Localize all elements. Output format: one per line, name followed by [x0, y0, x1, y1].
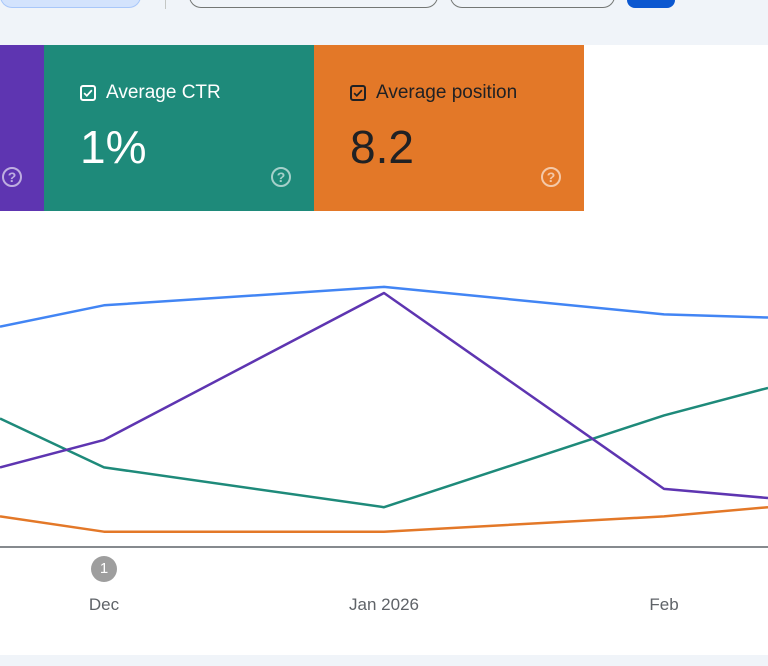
series-line-3: [0, 505, 768, 533]
series-line-2: [0, 386, 768, 509]
metric-label: Average position: [376, 82, 518, 103]
toolbar-divider: [165, 0, 166, 9]
card-title: Average CTR: [80, 82, 221, 104]
x-tick-label: Dec: [88, 595, 120, 614]
checkbox-checked-icon[interactable]: [80, 85, 96, 101]
metric-label: Average CTR: [106, 82, 221, 103]
line-chart: [0, 285, 768, 548]
x-tick-label: Feb: [649, 595, 679, 614]
toolbar: [0, 0, 768, 45]
series-line-1: [0, 291, 768, 500]
card-title: Average position: [350, 82, 517, 104]
help-circle-icon[interactable]: ?: [271, 167, 291, 187]
metric-card-position[interactable]: Average position 8.2 ?: [314, 45, 584, 211]
metric-value: 8.2: [350, 121, 414, 173]
metric-card-ctr[interactable]: Average CTR 1% ?: [44, 45, 314, 211]
series-line-0: [0, 285, 768, 328]
help-circle-icon[interactable]: ?: [2, 167, 22, 187]
apply-button[interactable]: [627, 0, 675, 8]
x-tick-label: Jan 2026: [349, 595, 419, 614]
help-circle-icon[interactable]: ?: [541, 167, 561, 187]
annotation-marker[interactable]: 1: [91, 556, 117, 582]
metric-card-clicks[interactable]: ?: [0, 45, 44, 211]
performance-chart: 1 Dec Jan 2026 Feb: [0, 211, 768, 655]
date-filter-chip[interactable]: [0, 0, 141, 8]
search-type-filter[interactable]: [189, 0, 438, 8]
metric-value: 1%: [80, 121, 147, 173]
add-filter-button[interactable]: [450, 0, 615, 8]
performance-panel: ? Average CTR 1% ? Average position 8.2 …: [0, 45, 768, 655]
checkbox-checked-icon[interactable]: [350, 85, 366, 101]
